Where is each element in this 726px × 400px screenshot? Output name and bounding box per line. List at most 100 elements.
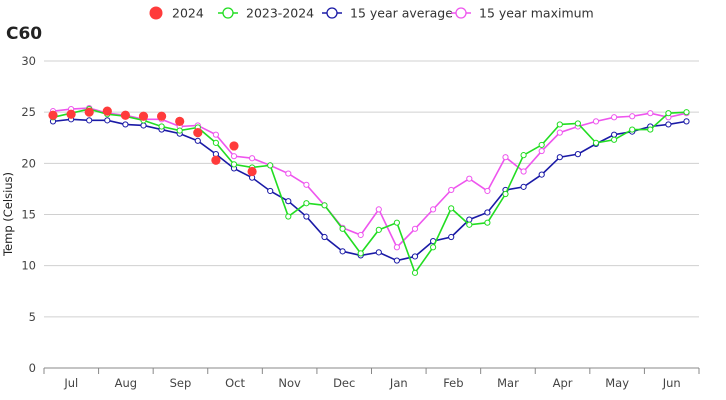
- series-line: [52, 108, 687, 275]
- data-point: [411, 225, 419, 232]
- data-point: [120, 110, 130, 120]
- data-point: [448, 233, 455, 241]
- data-point: [556, 121, 563, 128]
- series-layer: [48, 104, 690, 276]
- data-point: [592, 118, 600, 125]
- data-point: [538, 171, 545, 178]
- data-point: [393, 219, 400, 226]
- data-point: [665, 110, 672, 117]
- data-point: [212, 131, 219, 138]
- data-point: [556, 154, 563, 161]
- data-point: [158, 123, 165, 130]
- x-axis: Jul Aug Sep Oct Nov Dec Jan Feb Mar Apr May Jun: [43, 368, 700, 390]
- grid-lines: [44, 60, 699, 369]
- data-point: [484, 219, 491, 226]
- data-point: [665, 121, 672, 128]
- data-point: [411, 253, 419, 260]
- data-point: [683, 118, 690, 125]
- data-point: [104, 117, 111, 124]
- legend-symbol-marker: [222, 7, 234, 19]
- series-2024: [48, 106, 257, 177]
- data-point: [502, 154, 509, 161]
- x-tick-label: Mar: [497, 376, 519, 390]
- data-point: [520, 183, 527, 190]
- x-tick-label: Jun: [662, 376, 681, 390]
- data-point: [303, 213, 310, 220]
- data-point: [611, 136, 618, 143]
- data-point: [176, 127, 183, 134]
- legend-symbol: [149, 6, 163, 20]
- legend-item: 15 year average: [322, 6, 453, 21]
- legend: 2024 2023-2024 15 year average 15 year maxi…: [149, 6, 594, 21]
- data-point: [538, 141, 545, 149]
- data-point: [138, 111, 149, 121]
- data-point: [611, 114, 618, 121]
- data-point: [466, 216, 473, 223]
- x-tick-label: Nov: [278, 376, 301, 390]
- data-point: [102, 106, 112, 116]
- data-point: [466, 221, 473, 228]
- data-point: [230, 153, 238, 160]
- data-point: [484, 187, 491, 195]
- data-point: [520, 152, 527, 159]
- y-tick-label: 5: [29, 310, 36, 324]
- data-point: [683, 109, 690, 116]
- x-tick-label: Aug: [115, 376, 137, 390]
- data-point: [629, 126, 636, 133]
- data-point: [393, 244, 400, 251]
- data-point: [430, 206, 437, 213]
- data-point: [611, 131, 618, 138]
- y-tick-label: 0: [29, 361, 36, 375]
- data-point: [411, 269, 419, 276]
- data-point: [249, 155, 256, 162]
- legend-label: 15 year average: [350, 6, 453, 21]
- series-line: [52, 107, 687, 249]
- data-point: [193, 128, 203, 138]
- data-point: [393, 257, 400, 264]
- legend-symbol-marker: [455, 7, 467, 19]
- data-point: [86, 117, 93, 124]
- data-point: [430, 244, 437, 251]
- data-point: [211, 155, 221, 165]
- data-point: [339, 225, 346, 232]
- data-point: [484, 209, 491, 216]
- y-tick-label: 25: [21, 105, 36, 119]
- legend-label: 2024: [172, 6, 204, 21]
- legend-label: 2023-2024: [246, 6, 314, 21]
- data-point: [157, 111, 167, 121]
- data-point: [194, 137, 201, 144]
- data-point: [285, 170, 292, 177]
- chart-title: C60: [6, 24, 42, 44]
- series-line: [52, 118, 687, 262]
- data-point: [574, 151, 582, 158]
- y-tick-label: 10: [21, 259, 36, 273]
- x-tick-label: Sep: [170, 376, 192, 390]
- data-point: [122, 121, 129, 128]
- x-tick-label: May: [605, 376, 629, 390]
- data-point: [84, 107, 94, 117]
- data-point: [629, 113, 636, 120]
- data-point: [448, 205, 455, 212]
- legend-item: 2023-2024: [218, 6, 314, 21]
- data-point: [357, 250, 364, 257]
- x-tick-label: Jul: [63, 376, 78, 390]
- x-tick-label: Feb: [443, 376, 463, 390]
- legend-item: 15 year maximum: [451, 6, 594, 21]
- data-point: [48, 110, 58, 120]
- data-point: [647, 126, 654, 133]
- data-point: [321, 202, 328, 209]
- data-point: [229, 141, 239, 151]
- data-point: [66, 109, 76, 119]
- data-point: [285, 213, 292, 220]
- data-point: [520, 168, 527, 175]
- data-point: [230, 161, 238, 168]
- data-point: [339, 248, 346, 255]
- data-point: [247, 166, 257, 177]
- data-point: [267, 162, 274, 169]
- data-point: [448, 186, 455, 194]
- data-point: [285, 198, 292, 205]
- data-point: [592, 139, 600, 146]
- y-tick-label: 15: [21, 208, 36, 222]
- legend-label: 15 year maximum: [479, 6, 594, 21]
- data-point: [647, 110, 654, 117]
